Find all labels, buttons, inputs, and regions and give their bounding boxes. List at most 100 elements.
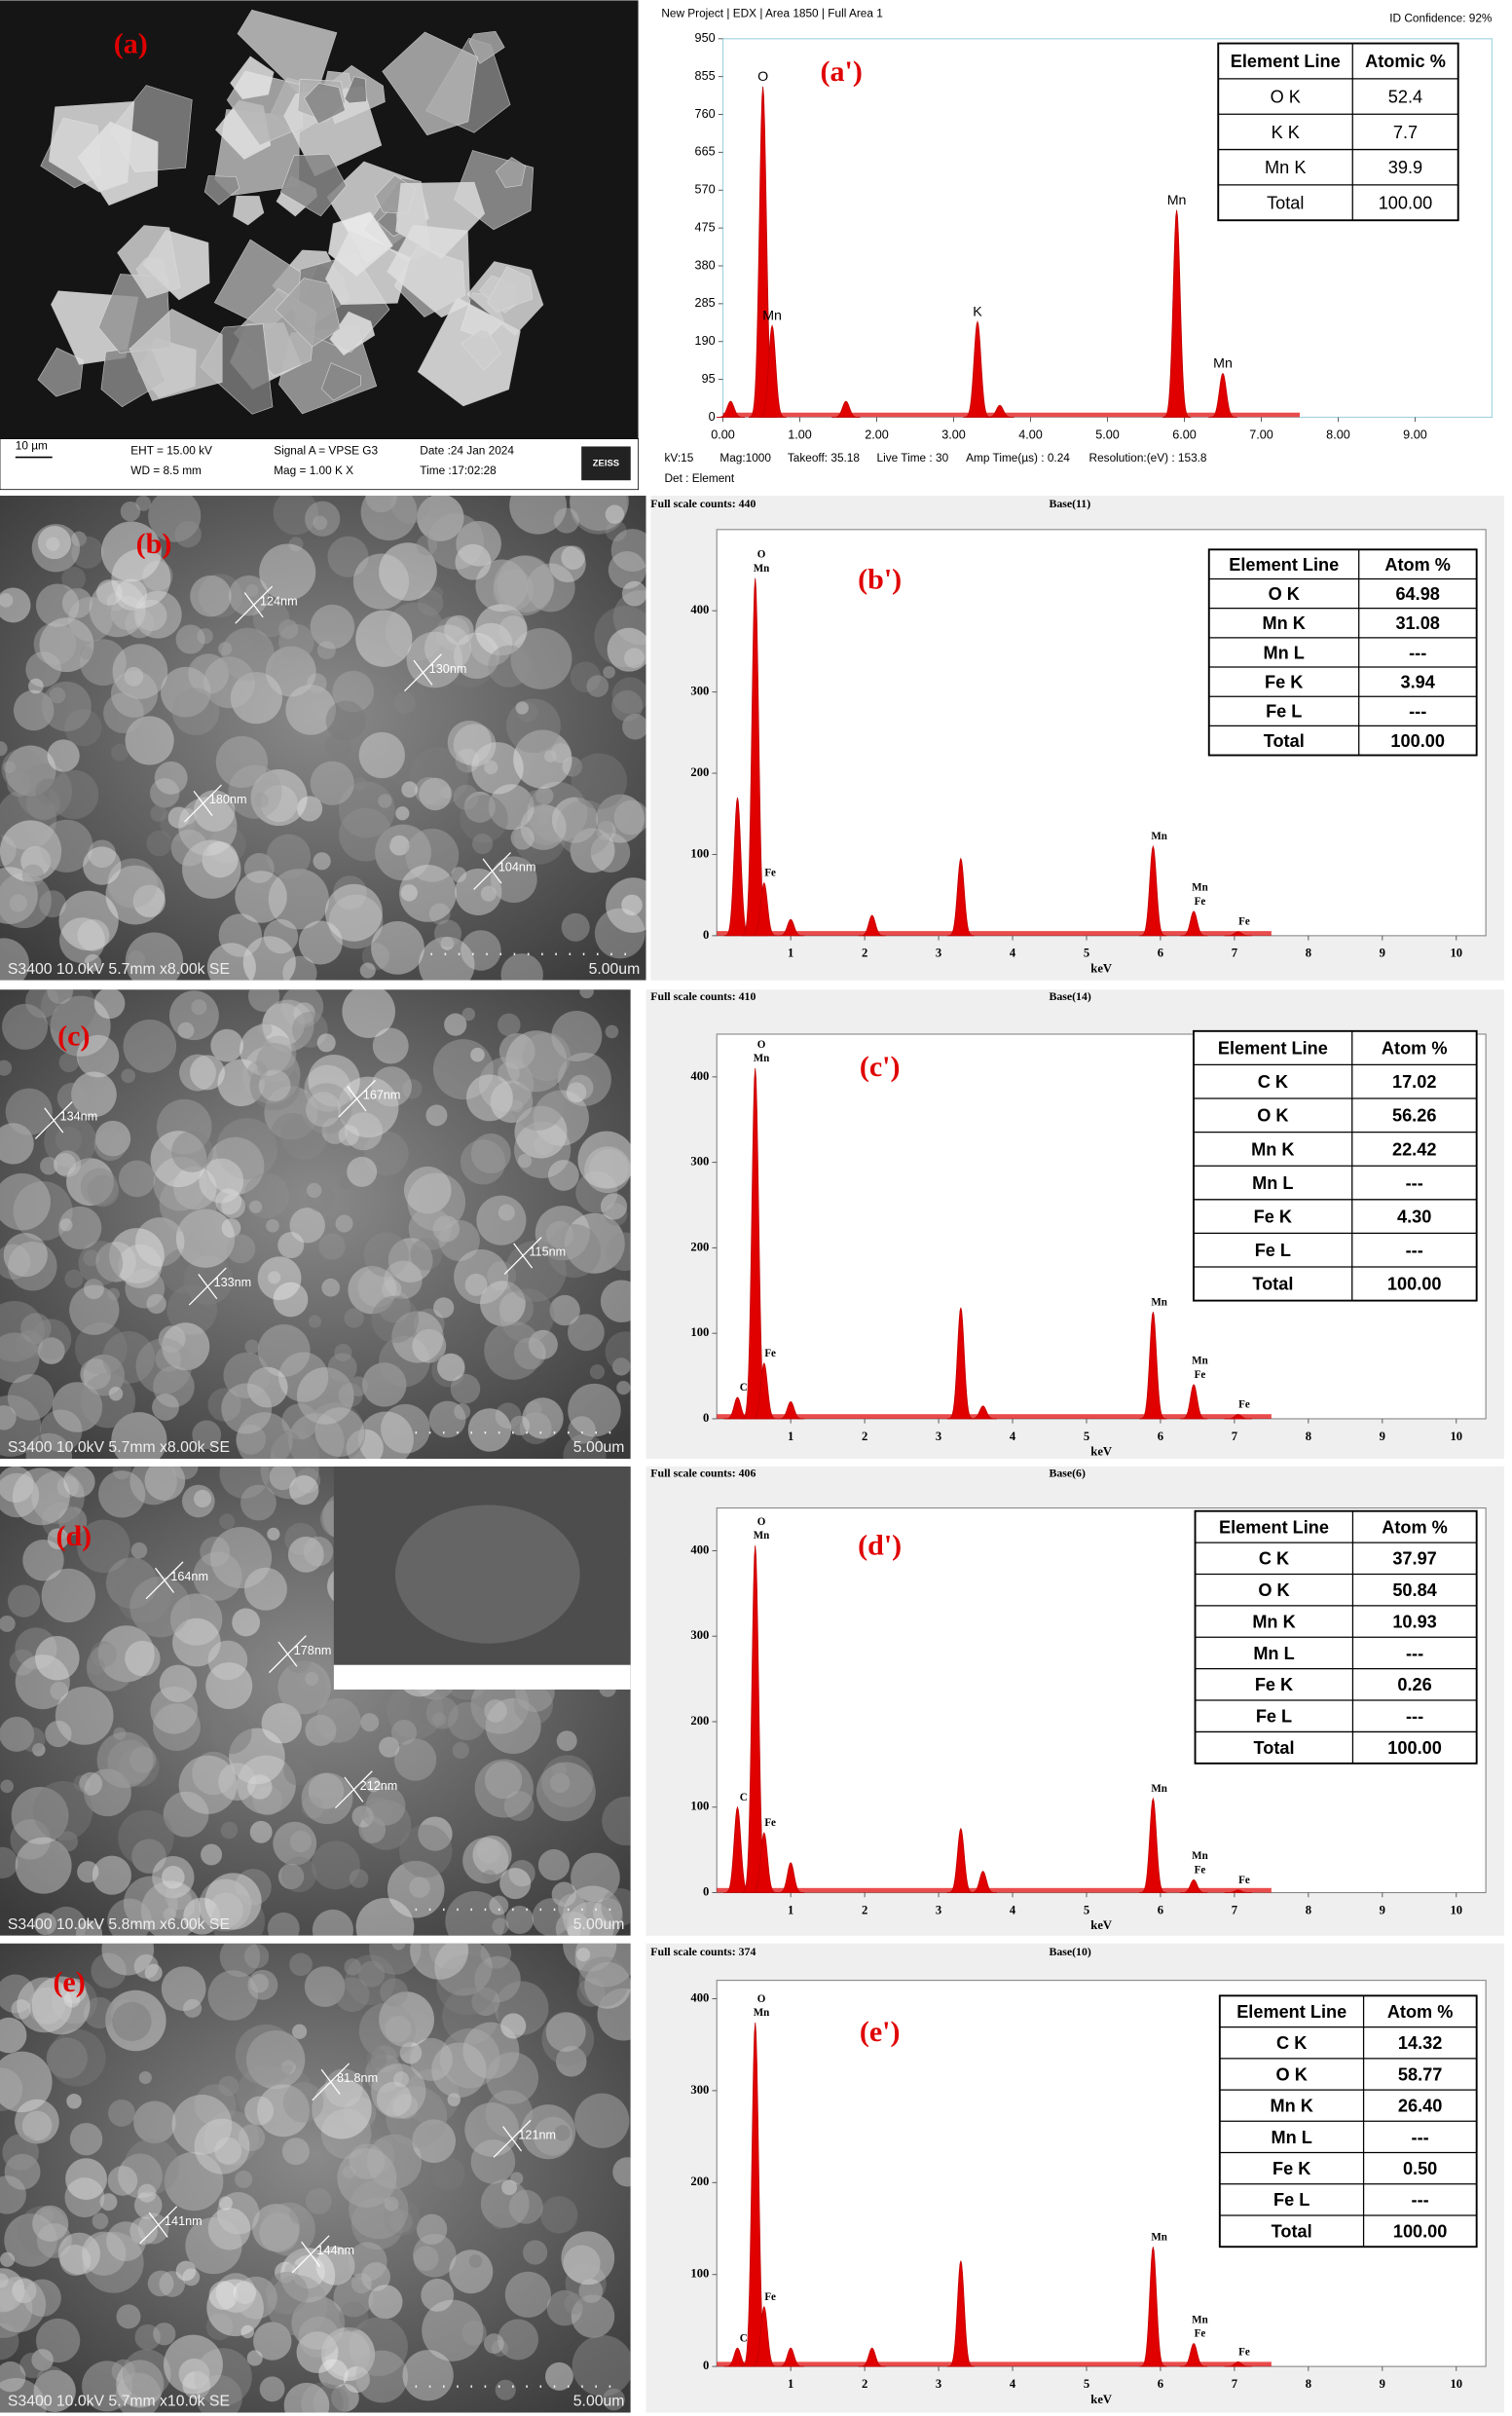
particle: [611, 1357, 631, 1376]
particle: [118, 1160, 156, 1198]
particle: [31, 1470, 85, 1524]
particle: [507, 861, 523, 876]
particle: [510, 826, 535, 850]
particle: [59, 917, 105, 964]
table-header: Atom %: [1382, 1517, 1448, 1537]
peak: [777, 2347, 804, 2367]
particle: [306, 1092, 342, 1128]
particle: [135, 1338, 192, 1394]
particle: [125, 1640, 161, 1677]
particle: [621, 580, 646, 607]
particle: [135, 599, 167, 632]
measure-line: [148, 2212, 168, 2238]
particle: [40, 819, 93, 873]
particle: [601, 1193, 628, 1220]
particle: [150, 1131, 207, 1188]
table-cell: 10.93: [1392, 1612, 1436, 1631]
particle: [84, 953, 102, 972]
particle: [86, 1643, 135, 1691]
y-tick-label: 0: [703, 1884, 709, 1898]
particle: [418, 1816, 453, 1851]
particle: [240, 1023, 292, 1077]
particle: [470, 2139, 516, 2184]
baseline-noise: [717, 931, 1272, 936]
particle: [522, 1032, 572, 1081]
peak: [777, 1400, 805, 1420]
table-cell: Total: [1253, 1738, 1294, 1758]
particle: [68, 597, 113, 642]
particle: [0, 593, 14, 608]
particle: [344, 1308, 364, 1328]
peak: [1139, 1797, 1167, 1893]
particle: [182, 2268, 201, 2286]
y-tick-label: 200: [690, 1240, 709, 1253]
particle: [355, 1898, 415, 1936]
particle: [447, 720, 492, 764]
particle: [621, 894, 643, 916]
particle: [464, 2102, 520, 2157]
particle: [368, 2285, 403, 2320]
table-cell: 100.00: [1387, 1275, 1442, 1294]
measure-line: [347, 1086, 367, 1112]
y-tick-label: 100: [690, 1800, 709, 1813]
particle: [554, 2125, 571, 2141]
particle: [37, 1337, 65, 1364]
particle: [422, 2299, 484, 2361]
peak: [757, 324, 787, 418]
table-frame: [1217, 42, 1459, 222]
particle: [624, 648, 645, 669]
peak-label: Fe: [1195, 1864, 1206, 1876]
particle: [610, 529, 646, 572]
particle: [578, 1956, 629, 2007]
particle: [84, 1996, 116, 2029]
table-cell: Mn K: [1263, 613, 1306, 633]
table-cell: 52.4: [1388, 87, 1422, 106]
particle: [551, 797, 599, 843]
particle: [513, 729, 572, 789]
particle: [508, 1860, 535, 1887]
particle: [118, 2153, 163, 2199]
particle: [209, 826, 246, 864]
table-cell: 39.9: [1388, 158, 1422, 177]
particle: [0, 1394, 42, 1457]
table-cell: 100.00: [1393, 2221, 1448, 2241]
particle: [475, 604, 528, 656]
particle: [491, 856, 537, 904]
particle: [376, 2081, 412, 2117]
particle: [169, 1593, 223, 1646]
particle: [129, 308, 223, 401]
particle: [178, 2358, 210, 2390]
particle: [470, 1133, 511, 1173]
particle: [535, 1206, 590, 1261]
particle: [206, 943, 256, 981]
particle: [207, 1388, 241, 1422]
particle: [179, 808, 197, 825]
particle: [378, 2106, 392, 2120]
peak: [963, 319, 992, 418]
particle: [305, 1402, 366, 1460]
particle: [194, 2348, 252, 2406]
y-tick-label: 400: [690, 1069, 709, 1083]
inset-footer: [333, 1664, 631, 1690]
particle: [249, 1200, 263, 1213]
table-cell: 100.00: [1387, 1738, 1442, 1758]
particle: [250, 769, 308, 827]
particle: [0, 1172, 51, 1231]
particle: [121, 1068, 136, 1084]
particle: [461, 930, 501, 971]
particle: [563, 1943, 617, 1972]
particle: [431, 1354, 465, 1388]
particle: [282, 955, 317, 981]
particle: [152, 1855, 195, 1899]
particle: [208, 1892, 243, 1928]
particle: [291, 1011, 328, 1048]
particle: [535, 1762, 596, 1822]
measure-line: [320, 2068, 341, 2095]
x-tick-label: 9: [1380, 1903, 1385, 1916]
table-cell: Total: [1267, 193, 1304, 212]
particle: [219, 1513, 236, 1530]
particle: [33, 622, 77, 666]
particle: [513, 1686, 554, 1726]
particle: [206, 1136, 265, 1195]
y-tick-label: 0: [709, 410, 716, 424]
